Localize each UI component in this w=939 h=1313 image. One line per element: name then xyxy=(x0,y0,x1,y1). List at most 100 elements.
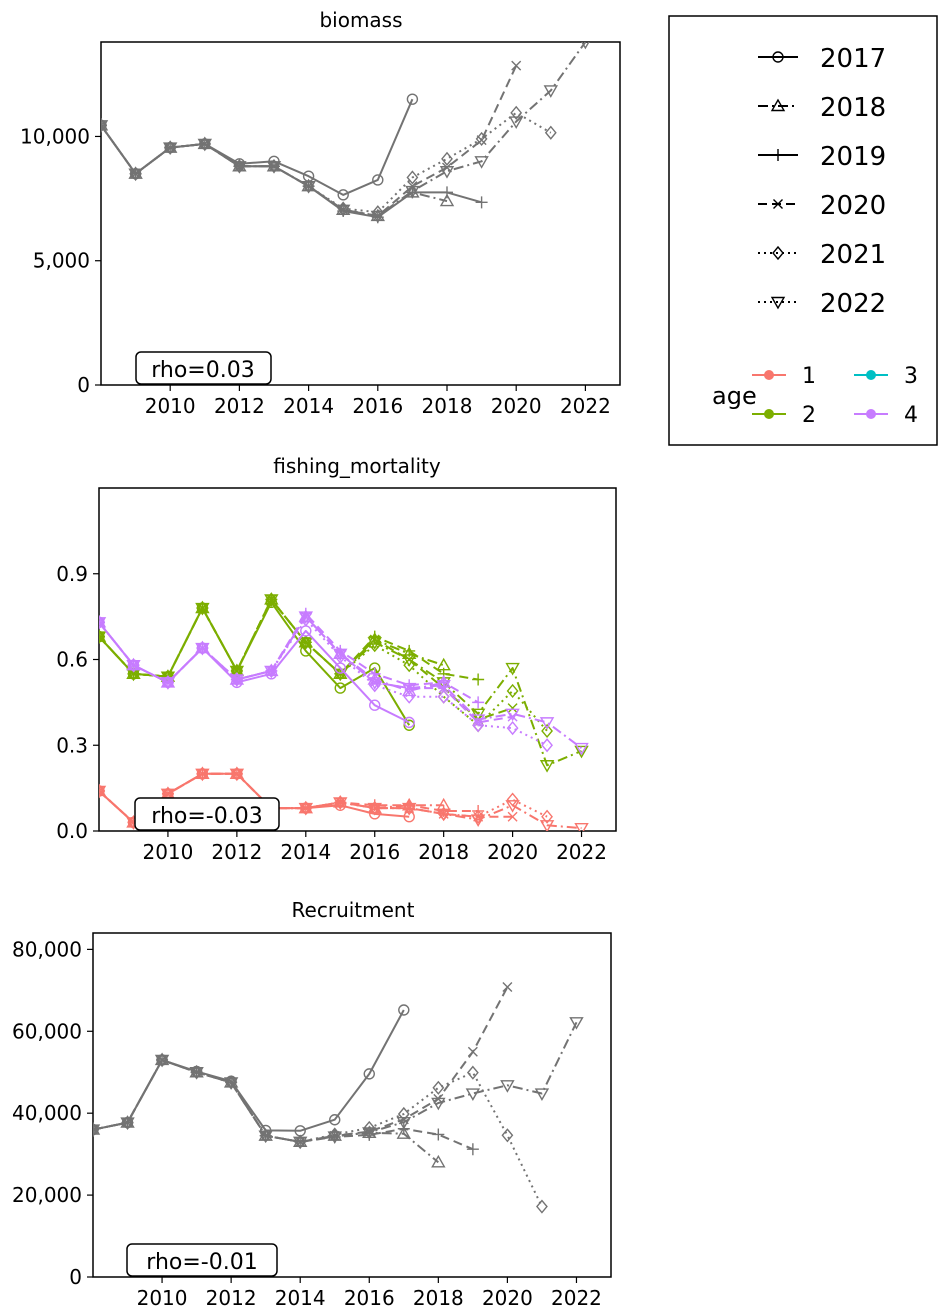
data-point xyxy=(439,166,455,179)
data-point xyxy=(258,1130,273,1144)
legend-age-marker xyxy=(764,409,774,419)
x-tick-label: 2016 xyxy=(344,1286,395,1310)
legend-age-3: 3 xyxy=(854,364,918,389)
data-point xyxy=(544,125,557,140)
chart-title: biomass xyxy=(319,8,402,32)
data-point xyxy=(405,185,420,199)
rho-annotation: rho=-0.03 xyxy=(134,797,280,831)
data-point xyxy=(403,679,416,692)
series-layer xyxy=(99,592,589,831)
legend-retro-years: 2017 2018 2019 2020 2021 2022 xyxy=(758,44,886,319)
data-point xyxy=(362,1127,377,1140)
data-point xyxy=(403,689,416,704)
rho-annotation: rho=-0.01 xyxy=(126,1243,278,1277)
data-point xyxy=(539,820,555,831)
data-point xyxy=(396,1126,412,1139)
x-tick-label: 2020 xyxy=(491,394,542,418)
data-point xyxy=(465,1088,481,1101)
rho-annotation: rho=0.03 xyxy=(135,351,272,385)
data-point xyxy=(229,674,245,687)
legend-marker xyxy=(770,98,786,112)
data-point xyxy=(534,1088,550,1101)
legend-item-2017: 2017 xyxy=(758,44,886,74)
data-point xyxy=(99,629,105,644)
data-point xyxy=(505,662,520,676)
data-point xyxy=(569,1017,584,1030)
data-point xyxy=(506,683,519,699)
data-point xyxy=(406,170,419,185)
data-point xyxy=(475,131,488,147)
x-tick-label: 2012 xyxy=(211,840,262,864)
series-line xyxy=(99,772,582,830)
panel-fishing-mortality: fishing_mortality 2010 2012 2014 2016 2018 20… xyxy=(56,454,617,864)
legend-item-2022: 2022 xyxy=(758,289,886,319)
x-tick-label: 2020 xyxy=(487,840,538,864)
legend-age-1: 1 xyxy=(752,364,816,389)
data-point xyxy=(396,1116,412,1130)
chart-title: fishing_mortality xyxy=(273,454,441,478)
legend-age-label: 3 xyxy=(904,364,918,389)
legend-ages: 1 2 3 4 xyxy=(752,364,918,428)
plot-frame xyxy=(100,41,621,386)
annotation-box xyxy=(135,351,272,385)
data-point xyxy=(99,629,107,642)
data-point xyxy=(189,1067,204,1080)
data-point xyxy=(432,1080,445,1095)
chart-title: Recruitment xyxy=(292,898,415,922)
data-point xyxy=(120,1117,135,1131)
data-point xyxy=(403,719,415,731)
data-point xyxy=(99,783,107,797)
data-point xyxy=(574,745,589,759)
annotation-text: rho=0.03 xyxy=(151,358,254,383)
x-tick-label: 2014 xyxy=(275,1286,326,1310)
data-point xyxy=(403,658,416,673)
data-point xyxy=(93,1124,101,1137)
data-point xyxy=(333,646,348,659)
data-point xyxy=(333,797,348,810)
series-2022 xyxy=(101,42,590,224)
data-point xyxy=(541,809,553,824)
y-tick-label: 0.0 xyxy=(56,819,88,843)
y-tick-label: 5,000 xyxy=(33,249,90,273)
annotation-text: rho=-0.01 xyxy=(146,1250,257,1275)
x-tick-label: 2012 xyxy=(206,1286,257,1310)
data-point xyxy=(154,1054,170,1068)
x-tick-label: 2022 xyxy=(551,1286,602,1310)
y-tick-label: 10,000 xyxy=(20,124,90,148)
x-tick-label: 2022 xyxy=(556,840,607,864)
data-point xyxy=(574,822,589,831)
data-point xyxy=(369,699,381,711)
data-point xyxy=(232,161,247,174)
data-point xyxy=(539,760,555,773)
data-point xyxy=(327,1131,342,1144)
data-point xyxy=(371,205,384,220)
legend-marker xyxy=(770,296,786,310)
data-point xyxy=(541,738,553,753)
data-point xyxy=(401,682,417,696)
data-point xyxy=(502,982,513,993)
annotation-box xyxy=(134,797,280,831)
x-tick-label: 2016 xyxy=(352,394,403,418)
x-tick-label: 2020 xyxy=(482,1286,533,1310)
data-point xyxy=(160,788,176,802)
data-point xyxy=(475,196,488,209)
data-point xyxy=(298,611,314,625)
data-point xyxy=(101,120,109,133)
data-point xyxy=(507,811,518,822)
legend-label: 2017 xyxy=(820,44,886,74)
data-point xyxy=(335,204,351,218)
annotation-box xyxy=(126,1243,278,1277)
data-point xyxy=(441,151,453,166)
x-tick-label: 2012 xyxy=(214,394,265,418)
data-point xyxy=(264,594,279,607)
data-point xyxy=(472,673,485,686)
legend-label: 2018 xyxy=(820,93,886,123)
data-point xyxy=(101,118,107,133)
x-tick-label: 2014 xyxy=(280,840,331,864)
data-point xyxy=(298,637,314,650)
series-line xyxy=(99,598,582,767)
data-point xyxy=(472,718,485,733)
legend-age-label: 2 xyxy=(802,403,816,428)
series-line xyxy=(99,615,583,749)
